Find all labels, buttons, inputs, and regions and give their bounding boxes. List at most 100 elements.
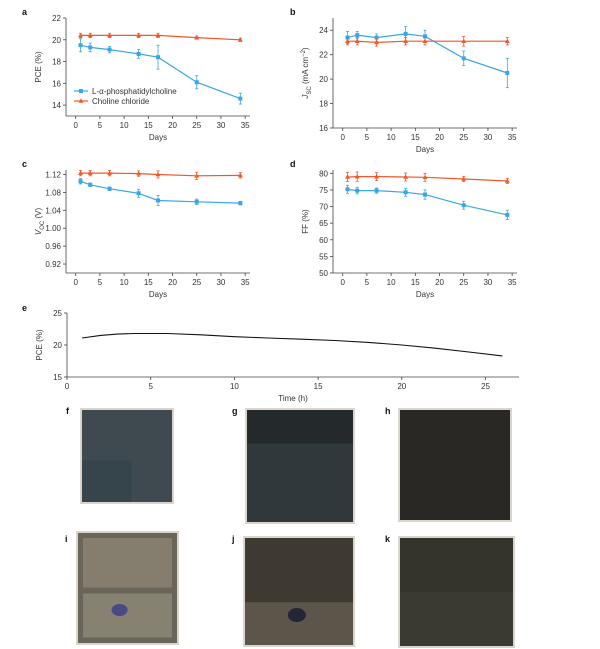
x-tick-label: 15: [144, 121, 153, 130]
y-tick-label: 14: [52, 101, 61, 110]
y-tick-label: 1.00: [45, 224, 61, 233]
y-axis-label-c: VOC (V): [34, 208, 46, 236]
data-point: [403, 38, 409, 44]
panel-letter-j: j: [231, 534, 235, 544]
data-point: [78, 170, 83, 175]
data-point: [136, 170, 142, 176]
y-tick-label: 25: [53, 309, 62, 318]
data-point: [345, 38, 350, 44]
x-tick-label: 0: [65, 382, 70, 391]
x-tick-label: 30: [483, 278, 492, 287]
data-point: [423, 34, 427, 39]
photo-shade: [247, 410, 353, 444]
x-tick-label: 15: [411, 278, 420, 287]
x-tick-label: 5: [98, 278, 103, 287]
y-tick-label: 70: [319, 203, 328, 212]
y-tick-label: 0.92: [45, 260, 61, 269]
x-tick-label: 20: [435, 278, 444, 287]
x-tick-label: 35: [241, 278, 250, 287]
data-point: [505, 212, 510, 217]
y-tick-label: 18: [319, 100, 328, 109]
x-tick-label: 35: [508, 133, 517, 142]
photo-g: g: [232, 406, 355, 524]
photo-spot: [111, 604, 128, 616]
photo-h: h: [385, 406, 512, 522]
photo-k: k: [385, 534, 515, 648]
data-point: [403, 190, 408, 195]
data-point: [107, 47, 112, 52]
legend-label-b: Choline chloride: [92, 97, 150, 106]
series-line-c-0: [80, 180, 241, 204]
y-tick-label: 20: [319, 75, 328, 84]
photo-shade: [82, 460, 132, 502]
x-tick-label: 5: [365, 133, 370, 142]
photo-shade: [400, 592, 513, 646]
data-point: [374, 35, 379, 40]
data-point: [403, 31, 408, 36]
data-point: [354, 174, 360, 179]
data-point: [374, 39, 379, 45]
data-point: [136, 32, 142, 38]
panel-letter-f: f: [66, 406, 70, 416]
data-point: [354, 38, 360, 44]
series-line-b-1: [347, 40, 508, 44]
x-tick-label: 15: [144, 278, 153, 287]
x-tick-label: 10: [387, 278, 396, 287]
data-point: [238, 201, 243, 206]
data-point: [78, 43, 83, 48]
y-tick-label: 18: [52, 58, 61, 67]
y-tick-label: 24: [319, 26, 328, 35]
data-point: [374, 188, 379, 193]
data-point: [355, 33, 360, 38]
data-point: [87, 32, 93, 38]
panel-letter-a: a: [22, 7, 28, 17]
photo-sample: [400, 410, 510, 520]
photo-spot: [287, 608, 306, 623]
panel-letter-c: c: [22, 159, 27, 169]
y-tick-label: 1.04: [45, 206, 61, 215]
y-tick-label: 1.08: [45, 188, 61, 197]
y-tick-label: 1.12: [45, 170, 61, 179]
data-point: [194, 80, 199, 85]
x-tick-label: 25: [459, 133, 468, 142]
x-axis-label-b: Days: [416, 145, 434, 154]
legend-marker-a: [79, 89, 83, 93]
data-point: [505, 71, 510, 75]
y-tick-label: 75: [319, 186, 328, 195]
y-tick-label: 20: [52, 36, 61, 45]
data-point: [107, 170, 112, 175]
data-point: [403, 174, 409, 179]
y-tick-label: 22: [319, 51, 328, 60]
legend-label-a: L-α-phosphatidylcholine: [92, 87, 177, 96]
photo-i: i: [65, 531, 179, 645]
panel-letter-g: g: [232, 406, 238, 416]
y-tick-label: 16: [52, 79, 61, 88]
x-tick-label: 10: [230, 382, 239, 391]
x-tick-label: 35: [241, 121, 250, 130]
data-point: [194, 199, 199, 204]
x-tick-label: 0: [73, 278, 78, 287]
y-axis-label-a: PCE (%): [34, 51, 43, 82]
data-point: [461, 176, 467, 181]
data-point: [78, 179, 83, 184]
data-point: [194, 35, 200, 40]
data-point: [155, 32, 161, 38]
x-tick-label: 0: [340, 133, 345, 142]
data-point: [422, 174, 428, 180]
x-tick-label: 15: [314, 382, 323, 391]
y-tick-label: 16: [319, 124, 328, 133]
x-tick-label: 10: [120, 121, 129, 130]
chart-panel-b: b 0 5 10 15 20 25 30 35 16 18 20 22 24 Days: [290, 7, 517, 154]
y-tick-label: 50: [319, 269, 328, 278]
x-tick-label: 30: [216, 121, 225, 130]
y-axis-label-e: PCE (%): [35, 329, 44, 360]
photo-shade: [83, 593, 172, 638]
x-tick-label: 30: [483, 133, 492, 142]
data-point: [155, 171, 161, 177]
series-line-a-1: [80, 34, 241, 41]
x-tick-label: 5: [148, 382, 153, 391]
x-tick-label: 10: [120, 278, 129, 287]
data-point: [78, 32, 83, 38]
y-tick-label: 22: [52, 14, 61, 23]
